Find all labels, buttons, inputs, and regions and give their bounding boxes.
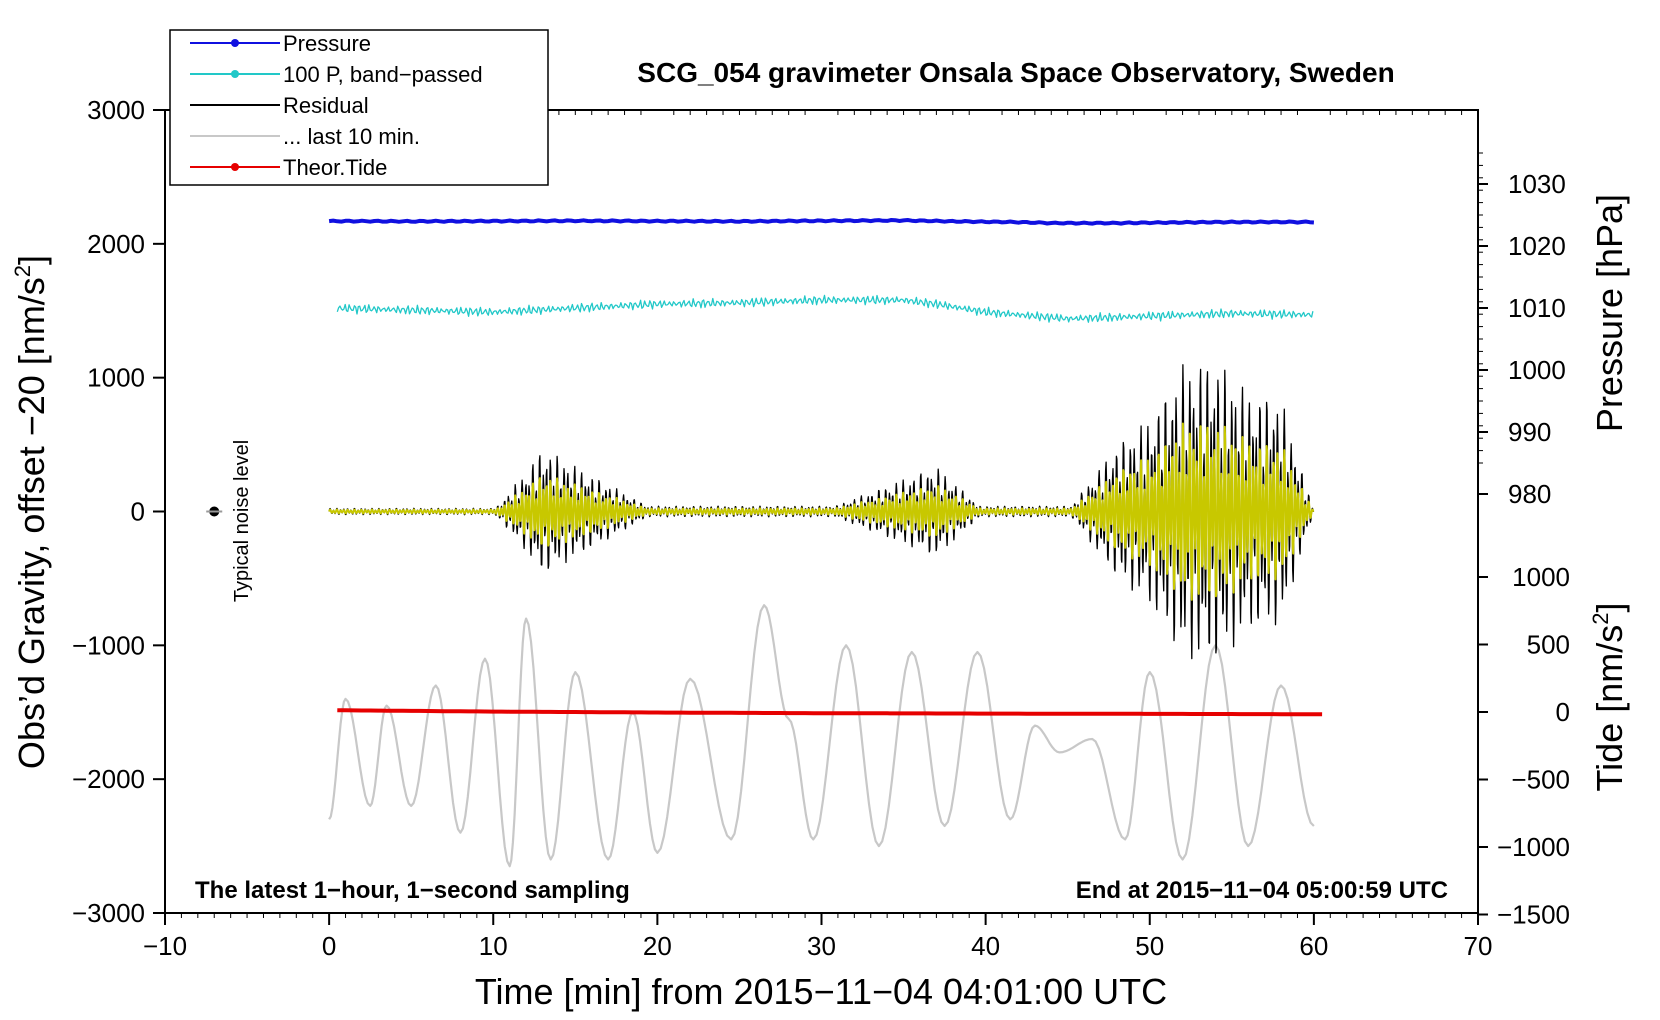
- y-axis-label-tide: Tide [nm/s2]: [1588, 603, 1630, 792]
- x-tick-label: 40: [971, 931, 1000, 961]
- x-tick-label: 0: [322, 931, 336, 961]
- legend-marker: [231, 163, 239, 171]
- series-last-10-min: [328, 604, 1315, 868]
- tide-tick-label: −1500: [1497, 900, 1570, 930]
- y-axis-label-tide-sup: 2: [1588, 613, 1613, 625]
- x-tick-label: 70: [1464, 931, 1493, 961]
- chart-title: SCG_054 gravimeter Onsala Space Observat…: [637, 57, 1394, 88]
- y-axis-label-left-end: ]: [11, 255, 52, 265]
- legend-label: Residual: [283, 93, 369, 118]
- y-axis-label-left-text: Obs’d Gravity, offset −20 [nm/s: [11, 277, 52, 769]
- pressure-tick-label: 1020: [1508, 231, 1566, 261]
- y-axis-label-tide-end: ]: [1589, 603, 1630, 613]
- x-tick-label: −10: [143, 931, 187, 961]
- y-tick-label: −2000: [72, 764, 145, 794]
- y-tick-label: −1000: [72, 630, 145, 660]
- y-tick-label: 1000: [87, 363, 145, 393]
- y-axis-label-left-sup: 2: [10, 265, 35, 277]
- x-tick-label: 30: [807, 931, 836, 961]
- legend-label: ... last 10 min.: [283, 124, 420, 149]
- y-tick-label: 3000: [87, 95, 145, 125]
- legend: Pressure 100 P, band−passed Residual ... la…: [169, 29, 549, 186]
- pressure-tick-label: 1030: [1508, 169, 1566, 199]
- tide-tick-label: 0: [1556, 697, 1570, 727]
- legend-label: Theor.Tide: [283, 155, 387, 180]
- tide-tick-label: −500: [1511, 765, 1570, 795]
- series-theoretical-tide: [337, 708, 1323, 717]
- tide-tick-label: 1000: [1512, 562, 1570, 592]
- pressure-tick-label: 1010: [1508, 293, 1566, 323]
- x-tick-label: 60: [1299, 931, 1328, 961]
- plot-frame: [164, 109, 1479, 914]
- series-residual-filtered: [328, 422, 1315, 601]
- pressure-tick-label: 980: [1508, 479, 1551, 509]
- y-axis-label-left: Obs’d Gravity, offset −20 [nm/s2]: [10, 255, 52, 769]
- legend-marker: [231, 39, 239, 47]
- x-tick-label: 20: [643, 931, 672, 961]
- legend-box: [169, 29, 549, 186]
- noise-level-label: Typical noise level: [231, 440, 253, 602]
- series-pressure: [328, 218, 1315, 226]
- axes-layer: −10 0 10 20 30 40 50 60 703000200010000−1000−200…: [72, 95, 1570, 961]
- x-axis-label: Time [min] from 2015−11−04 04:01:00 UTC: [475, 971, 1167, 1012]
- annotation-end-time: End at 2015−11−04 05:00:59 UTC: [1076, 877, 1448, 904]
- y-tick-label: 0: [131, 497, 145, 527]
- annotation-sampling: The latest 1−hour, 1−second sampling: [195, 877, 630, 904]
- pressure-tick-label: 1000: [1508, 355, 1566, 385]
- pressure-tick-label: 990: [1508, 417, 1551, 447]
- x-tick-label: 50: [1135, 931, 1164, 961]
- y-axis-label-tide-text: Tide [nm/s: [1589, 625, 1630, 792]
- x-tick-label: 10: [479, 931, 508, 961]
- series-layer: [328, 218, 1323, 868]
- legend-label: 100 P, band−passed: [283, 62, 483, 87]
- tide-tick-label: −1000: [1497, 832, 1570, 862]
- series-band-passed-pressure: [336, 294, 1314, 323]
- y-axis-label-pressure: Pressure [hPa]: [1589, 194, 1630, 432]
- tide-tick-label: 500: [1527, 630, 1570, 660]
- y-tick-label: 2000: [87, 229, 145, 259]
- y-tick-label: −3000: [72, 898, 145, 928]
- legend-marker: [231, 70, 239, 78]
- legend-label: Pressure: [283, 31, 371, 56]
